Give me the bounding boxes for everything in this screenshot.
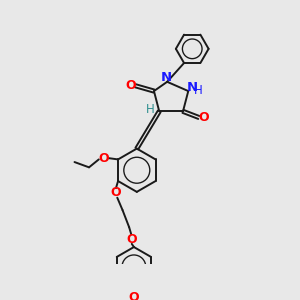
Text: O: O [128,291,139,300]
Text: N: N [187,81,198,94]
Text: O: O [126,232,136,246]
Text: O: O [111,186,121,200]
Text: O: O [198,111,209,124]
Text: N: N [161,71,172,84]
Text: H: H [146,103,154,116]
Text: O: O [98,152,109,165]
Text: O: O [125,79,136,92]
Text: H: H [194,84,203,97]
